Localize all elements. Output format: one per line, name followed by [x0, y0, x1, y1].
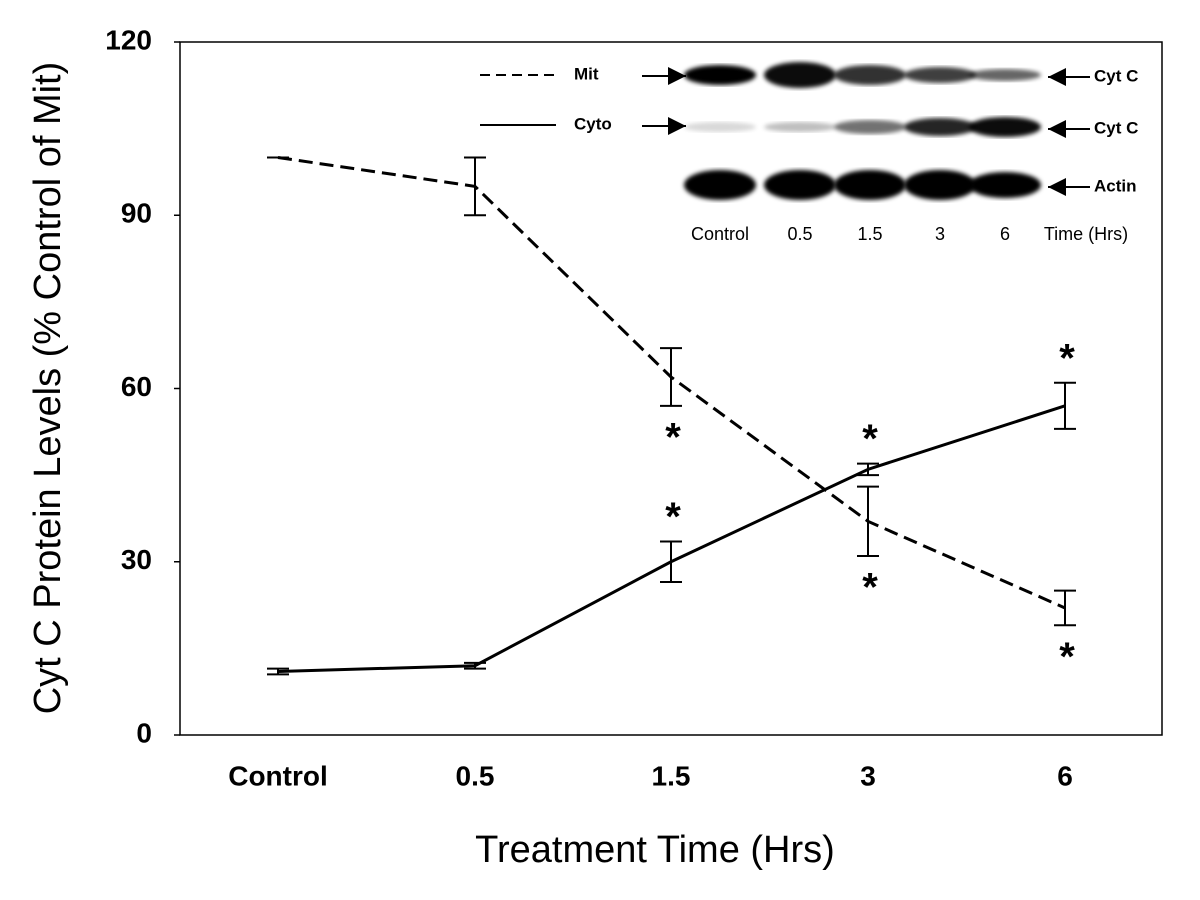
x-tick-label: 1.5 [652, 760, 691, 791]
legend-label: Mit [574, 64, 599, 83]
significance-marker: * [1059, 635, 1075, 679]
blot-band [764, 62, 836, 88]
lane-label: 3 [935, 224, 945, 244]
y-tick-label: 90 [121, 198, 152, 229]
y-tick-label: 120 [105, 24, 152, 55]
error-bar [1054, 381, 1076, 430]
y-tick-label: 30 [121, 544, 152, 575]
blot-band [969, 69, 1041, 81]
lane-label: 0.5 [787, 224, 812, 244]
blot-band [904, 118, 976, 136]
x-tick-label: 6 [1057, 760, 1073, 791]
y-axis-title: Cyt C Protein Levels (% Control of Mit) [27, 62, 69, 715]
significance-marker: * [862, 417, 878, 461]
error-bar [660, 347, 682, 407]
row-label: Cyt C [1094, 118, 1138, 137]
blot-band [834, 120, 906, 134]
x-axis-title: Treatment Time (Hrs) [475, 829, 835, 871]
lane-label: 6 [1000, 224, 1010, 244]
blot-band [834, 170, 906, 200]
blot-band [969, 172, 1041, 198]
error-bar [660, 540, 682, 583]
significance-marker: * [665, 495, 681, 539]
x-tick-label: 3 [860, 760, 876, 791]
significance-marker: * [665, 415, 681, 459]
row-label: Cyt C [1094, 66, 1138, 85]
x-tick-label: Control [228, 760, 328, 791]
blot-band [969, 117, 1041, 137]
y-tick-label: 60 [121, 371, 152, 402]
error-bar [1054, 589, 1076, 627]
significance-marker: * [1059, 336, 1075, 380]
error-bar [464, 156, 486, 217]
y-tick-label: 0 [136, 717, 152, 748]
error-bar [464, 661, 486, 670]
row-label: Actin [1094, 176, 1137, 195]
blot-band [684, 65, 756, 85]
blot-band [684, 122, 756, 132]
legend-label: Cyto [574, 114, 612, 133]
error-bar [857, 462, 879, 477]
blot-band [684, 170, 756, 200]
blot-band [764, 170, 836, 200]
lane-axis-label: Time (Hrs) [1044, 224, 1128, 244]
error-bar [267, 667, 289, 676]
significance-marker: * [862, 566, 878, 610]
blot-band [904, 170, 976, 200]
blot-band [834, 65, 906, 85]
blot-band [764, 122, 836, 132]
error-bar [857, 485, 879, 557]
lane-label: 1.5 [857, 224, 882, 244]
lane-label: Control [691, 224, 749, 244]
blot-band [904, 67, 976, 83]
x-tick-label: 0.5 [456, 760, 495, 791]
